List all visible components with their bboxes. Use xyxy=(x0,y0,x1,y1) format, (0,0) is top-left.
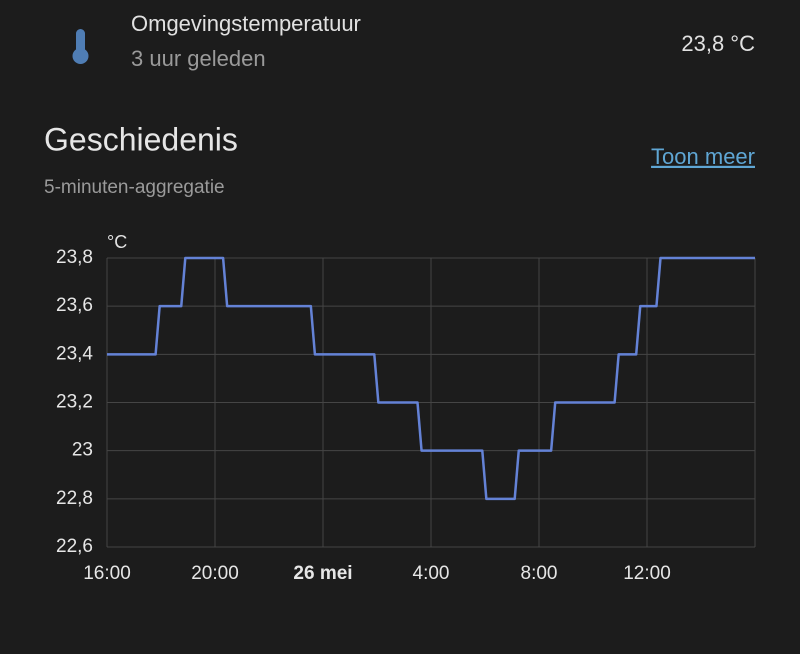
show-more-link[interactable]: Toon meer xyxy=(651,144,755,169)
data-line xyxy=(107,256,755,501)
thermometer-icon xyxy=(72,29,89,64)
x-tick-label: 12:00 xyxy=(623,563,671,584)
y-tick-label: 23,4 xyxy=(56,343,93,364)
y-tick-label: 23,8 xyxy=(56,247,93,268)
entity-state: 23,8 °C xyxy=(681,31,755,56)
y-tick-label: 22,8 xyxy=(56,488,93,509)
entity-name: Omgevingstemperatuur xyxy=(131,11,361,36)
y-tick-label: 23,6 xyxy=(56,295,93,316)
x-tick-label: 4:00 xyxy=(413,563,450,584)
x-tick-label: 16:00 xyxy=(83,563,131,584)
entity-updated: 3 uur geleden xyxy=(131,46,266,71)
y-tick-label: 23,2 xyxy=(56,392,93,413)
section-subtitle: 5-minuten-aggregatie xyxy=(44,177,225,198)
y-axis-unit: °C xyxy=(107,232,127,252)
x-tick-label: 26 mei xyxy=(293,563,352,584)
section-title: Geschiedenis xyxy=(44,121,238,157)
y-tick-label: 23 xyxy=(72,440,93,461)
x-tick-label: 8:00 xyxy=(521,563,558,584)
y-tick-label: 22,6 xyxy=(56,536,93,557)
x-tick-label: 20:00 xyxy=(191,563,239,584)
